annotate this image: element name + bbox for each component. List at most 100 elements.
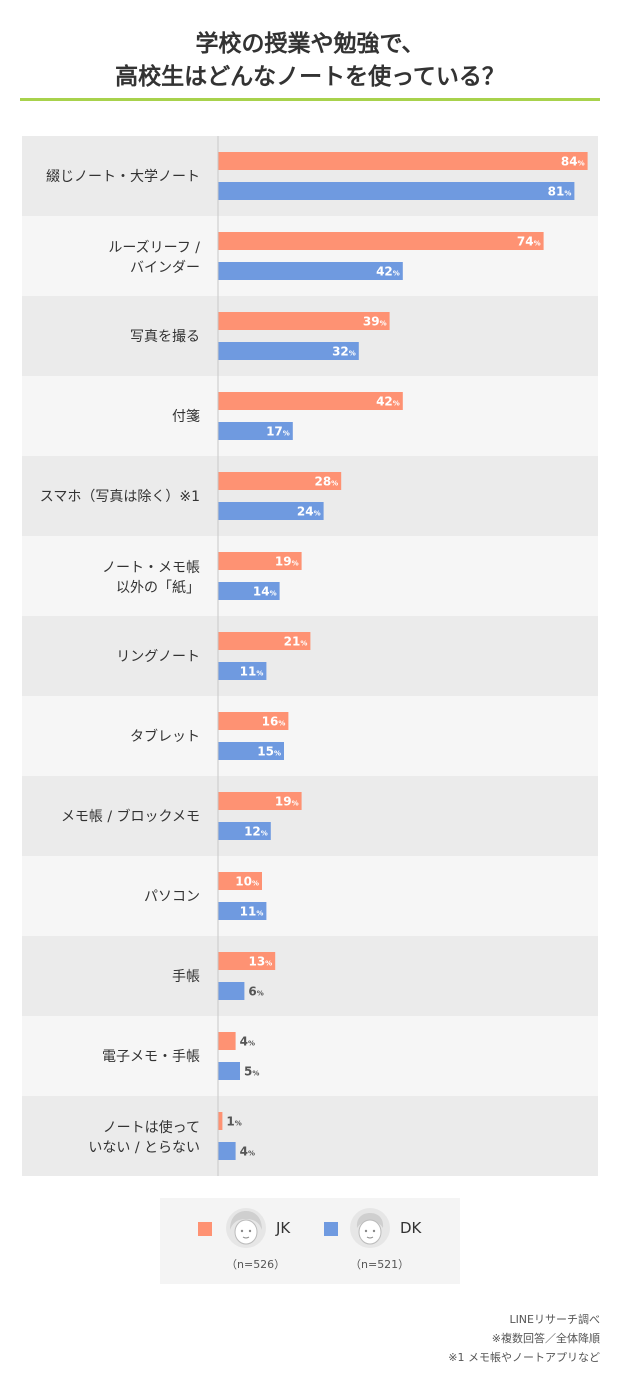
- category-label-line: ノートは使って: [103, 1119, 200, 1136]
- value-unit: %: [265, 960, 272, 968]
- category-label: 綴じノート・大学ノート: [46, 169, 200, 185]
- bar-jk: [218, 952, 276, 970]
- value-label-jk: 4%: [240, 1035, 255, 1049]
- bar-jk: [218, 1112, 223, 1130]
- value-number: 42: [376, 395, 393, 409]
- bar-jk: [218, 552, 302, 570]
- row-background: [22, 376, 598, 456]
- category-label: スマホ（写真は除く）※1: [40, 489, 200, 505]
- value-number: 42: [376, 265, 393, 279]
- footnote-source: LINEリサーチ調べ: [509, 1313, 600, 1326]
- footnote-multiple-answer: ※複数回答／全体降順: [491, 1332, 600, 1345]
- value-unit: %: [300, 640, 307, 648]
- value-label-dk: 42%: [376, 265, 400, 279]
- bar-dk: [218, 422, 293, 440]
- value-label-dk: 14%: [253, 585, 277, 599]
- value-unit: %: [248, 1150, 255, 1158]
- value-unit: %: [349, 350, 356, 358]
- value-label-jk: 21%: [284, 635, 308, 649]
- category-label: パソコン: [144, 889, 200, 905]
- value-label-dk: 17%: [266, 425, 290, 439]
- category-label: 電子メモ・手帳: [102, 1049, 200, 1065]
- value-label-jk: 74%: [517, 235, 541, 249]
- value-label-jk: 42%: [376, 395, 400, 409]
- bar-jk: [218, 792, 302, 810]
- bar-jk: [218, 712, 289, 730]
- category-label-line: ノート・メモ帳: [102, 560, 200, 576]
- value-label-dk: 4%: [240, 1145, 255, 1159]
- bar-dk: [218, 582, 280, 600]
- value-label-jk: 19%: [275, 555, 299, 569]
- value-label-dk: 15%: [257, 745, 281, 759]
- legend-swatch-jk: [198, 1222, 212, 1236]
- value-label-dk: 32%: [332, 345, 356, 359]
- row-background: [22, 1096, 598, 1176]
- value-unit: %: [261, 830, 268, 838]
- row-background: [22, 936, 598, 1016]
- value-label-jk: 16%: [262, 715, 286, 729]
- value-number: 16: [262, 715, 279, 729]
- legend-n-jk: （n=526）: [226, 1258, 286, 1271]
- row-background: [22, 696, 598, 776]
- bar-jk: [218, 632, 311, 650]
- row-background: [22, 1016, 598, 1096]
- value-label-jk: 28%: [314, 475, 338, 489]
- bar-dk: [218, 982, 245, 1000]
- bar-dk: [218, 1142, 236, 1160]
- category-label: 手帳: [172, 969, 200, 985]
- value-unit: %: [248, 1040, 255, 1048]
- title-line-1: 学校の授業や勉強で、: [195, 31, 425, 57]
- value-unit: %: [534, 240, 541, 248]
- value-number: 4: [240, 1145, 248, 1159]
- bar-dk: [218, 262, 403, 280]
- category-label: 付箋: [172, 409, 200, 425]
- row-background: [22, 216, 598, 296]
- value-number: 81: [548, 185, 565, 199]
- bar-jk: [218, 152, 588, 170]
- value-unit: %: [331, 480, 338, 488]
- value-number: 74: [517, 235, 534, 249]
- value-unit: %: [564, 190, 571, 198]
- category-label: ノートは使っていない / とらない: [88, 1119, 200, 1156]
- category-label-line: ルーズリーフ /: [108, 240, 200, 256]
- value-number: 19: [275, 795, 292, 809]
- bar-dk: [218, 662, 267, 680]
- legend-label-jk: JK: [276, 1219, 291, 1237]
- title-line-2: 高校生はどんなノートを使っている？: [115, 64, 505, 90]
- legend-label-dk: DK: [400, 1219, 422, 1237]
- value-number: 5: [244, 1065, 252, 1079]
- boy-face-icon: [350, 1208, 390, 1248]
- value-number: 1: [226, 1115, 234, 1129]
- row-background: [22, 296, 598, 376]
- value-unit: %: [393, 400, 400, 408]
- value-number: 84: [561, 155, 578, 169]
- chart-title: 学校の授業や勉強で、 高校生はどんなノートを使っている？: [0, 28, 620, 94]
- value-label-dk: 11%: [240, 665, 264, 679]
- value-unit: %: [393, 270, 400, 278]
- value-number: 13: [248, 955, 265, 969]
- value-number: 21: [284, 635, 301, 649]
- legend-swatch-dk: [324, 1222, 338, 1236]
- value-number: 28: [314, 475, 331, 489]
- row-background: [22, 136, 598, 216]
- value-label-jk: 84%: [561, 155, 585, 169]
- bar-jk: [218, 392, 403, 410]
- bar-jk: [218, 232, 544, 250]
- value-label-jk: 10%: [235, 875, 259, 889]
- value-number: 10: [235, 875, 252, 889]
- value-label-jk: 19%: [275, 795, 299, 809]
- value-label-jk: 1%: [226, 1115, 241, 1129]
- category-label: ルーズリーフ / バインダー: [108, 240, 200, 276]
- bar-jk: [218, 472, 342, 490]
- value-unit: %: [283, 430, 290, 438]
- category-label: メモ帳 / ブロックメモ: [61, 808, 200, 825]
- value-label-dk: 5%: [244, 1065, 259, 1079]
- row-background: [22, 536, 598, 616]
- value-label-jk: 13%: [248, 955, 272, 969]
- legend-n-dk: （n=521）: [350, 1258, 410, 1271]
- category-label-line: 以外の「紙」: [116, 580, 200, 596]
- value-unit: %: [257, 990, 264, 998]
- category-label: 写真を撮る: [130, 328, 200, 345]
- value-number: 11: [240, 665, 257, 679]
- bar-dk: [218, 182, 575, 200]
